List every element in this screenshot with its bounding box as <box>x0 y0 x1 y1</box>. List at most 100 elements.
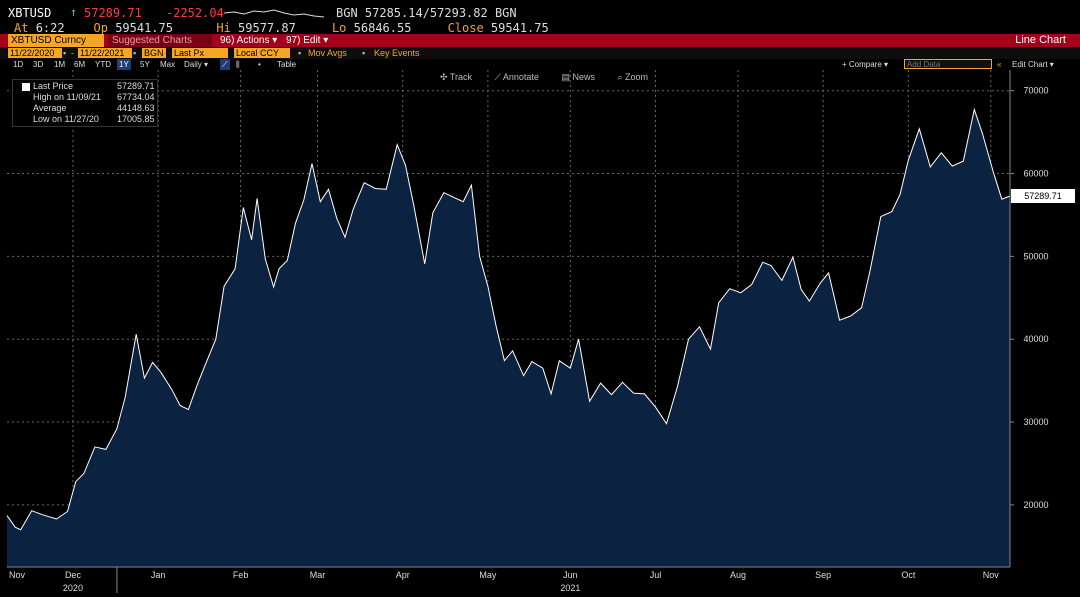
price-chart[interactable]: 20000 30000 40000 50000 60000 70000 Nov Dec Jan… <box>0 70 1080 597</box>
legend-high-label: High on 11/09/21 <box>33 92 101 102</box>
range-5y[interactable]: 5Y <box>140 60 150 69</box>
double-chevron-icon[interactable]: « <box>997 60 1002 69</box>
low-value: 56846.55 <box>353 21 412 35</box>
high-value: 59577.87 <box>238 21 296 35</box>
x-tick-label: Nov <box>983 570 1000 580</box>
start-date-field[interactable]: 11/22/2020 <box>8 48 62 58</box>
x-tick-label: Feb <box>233 570 249 580</box>
chart-style-icon[interactable]: ⫼ <box>236 60 240 69</box>
end-date-field[interactable]: 11/22/2021 <box>78 48 132 58</box>
actions-menu[interactable]: 96) Actions ▾ <box>220 35 278 46</box>
low-label: Lo <box>331 21 347 35</box>
news-label: News <box>572 72 595 82</box>
at-value: 6:22 <box>35 21 65 35</box>
field-selector[interactable]: Last Px <box>172 48 228 58</box>
x-tick-label: Jan <box>151 570 166 580</box>
y-tick-label: 50000 <box>1023 251 1048 261</box>
year-label: 2020 <box>63 583 83 593</box>
annotate-button[interactable]: ⟋ Annotate <box>494 72 539 82</box>
quote-detail-row: At 6:22 Op 59541.75 Hi 59577.87 Lo 56846… <box>14 21 549 35</box>
track-label: Track <box>449 72 473 82</box>
range-6m[interactable]: 6M <box>74 60 86 69</box>
chart-toolbar: ✣ Track ⟋ Annotate ▤ News ⌕ Zoom <box>440 72 668 83</box>
suggested-charts-button[interactable]: Suggested Charts <box>108 34 212 47</box>
open-label: Op <box>93 21 108 35</box>
frequency-dropdown[interactable]: Daily ▾ <box>184 60 209 69</box>
white-swatch-icon <box>22 83 30 91</box>
x-tick-label: Apr <box>396 570 410 580</box>
range-1m[interactable]: 1M <box>54 60 66 69</box>
high-label: Hi <box>216 21 231 35</box>
ticker-symbol: XBTUSD <box>8 6 52 20</box>
legend-last-value: 57289.71 <box>117 81 155 91</box>
x-tick-label: Nov <box>9 570 26 580</box>
x-tick-label: Mar <box>310 570 326 580</box>
add-data-input[interactable] <box>904 59 992 69</box>
close-value: 59541.75 <box>490 21 549 35</box>
legend-average: Average 44148.63 <box>33 103 157 114</box>
price-change: -2252.04 <box>166 6 224 20</box>
checkbox-icon[interactable]: ▪ <box>298 48 302 58</box>
range-1y[interactable]: 1Y <box>117 59 131 70</box>
last-value-marker: 57289.71 <box>1011 188 1075 203</box>
bid-ask-quote: BGN 57285.14/57293.82 BGN <box>336 6 517 20</box>
mov-avgs-toggle[interactable]: Mov Avgs <box>308 48 347 58</box>
open-value: 59541.75 <box>115 21 173 35</box>
track-button[interactable]: ✣ Track <box>440 72 473 82</box>
legend-low-label: Low on 11/27/20 <box>33 114 99 124</box>
compare-button[interactable]: + Compare ▾ <box>842 60 889 69</box>
line-style-icon[interactable]: ⟋ <box>220 59 230 70</box>
x-tick-label: Sep <box>815 570 831 580</box>
legend-last-label: Last Price <box>33 81 74 91</box>
x-tick-label: May <box>479 570 497 580</box>
close-label: Close <box>447 21 484 35</box>
chart-type-title: Line Chart <box>1015 34 1066 46</box>
x-tick-label: Jul <box>650 570 662 580</box>
zoom-button[interactable]: ⌕ Zoom <box>617 72 649 82</box>
annotate-label: Annotate <box>502 72 539 82</box>
legend-last-price[interactable]: Last Price 57289.71 <box>22 81 157 92</box>
title-bar: XBTUSD Curncy Suggested Charts 96) Actio… <box>0 34 1080 47</box>
checkbox-icon[interactable]: ▪ <box>362 48 366 58</box>
table-button[interactable]: Table <box>277 60 297 69</box>
currency-selector[interactable]: Local CCY <box>234 48 290 58</box>
price-area <box>7 109 1010 567</box>
y-tick-label: 20000 <box>1023 500 1048 510</box>
calendar-icon[interactable]: ▪ <box>133 48 137 58</box>
security-field[interactable]: XBTUSD Curncy <box>8 34 104 47</box>
news-button[interactable]: ▤ News <box>561 72 595 82</box>
edit-chart-button[interactable]: Edit Chart ▾ <box>1012 60 1054 69</box>
up-arrow-icon: ↑ <box>70 5 78 19</box>
range-bar: 1D 3D 1M 6M YTD 1Y 5Y Max Daily ▾ ⟋ ⫼ • … <box>0 59 1080 70</box>
date-separator: - <box>71 48 74 58</box>
legend-high-value: 67734.04 <box>117 92 155 102</box>
y-tick-label: 60000 <box>1023 169 1048 179</box>
range-1d[interactable]: 1D <box>13 60 24 69</box>
more-icon[interactable]: • <box>258 60 261 69</box>
range-ytd[interactable]: YTD <box>95 60 111 69</box>
y-tick-label: 40000 <box>1023 334 1048 344</box>
key-events-toggle[interactable]: Key Events <box>374 48 420 58</box>
last-value-box <box>1011 188 1075 203</box>
zoom-label: Zoom <box>625 72 649 82</box>
legend-low-value: 17005.85 <box>117 114 155 124</box>
range-3d[interactable]: 3D <box>33 60 44 69</box>
last-value-label: 57289.71 <box>1024 191 1062 201</box>
y-tick-label: 30000 <box>1023 417 1048 427</box>
y-tick-label: 70000 <box>1023 86 1048 96</box>
price-line <box>6 107 1011 531</box>
calendar-icon[interactable]: ▪ <box>63 48 67 58</box>
last-price: 57289.71 <box>84 6 142 20</box>
legend-avg-value: 44148.63 <box>117 103 155 113</box>
parameter-bar: 11/22/2020 ▪ - 11/22/2021 ▪ BGN Last Px … <box>0 47 1080 59</box>
range-max[interactable]: Max <box>160 60 176 69</box>
edit-menu[interactable]: 97) Edit ▾ <box>286 35 329 46</box>
source-field[interactable]: BGN <box>142 48 166 58</box>
x-tick-label: Aug <box>730 570 746 580</box>
x-tick-label: Dec <box>65 570 82 580</box>
legend-avg-label: Average <box>33 103 67 113</box>
chart-legend: Last Price 57289.71 High on 11/09/21 677… <box>12 79 158 127</box>
y-axis-ticks: 20000 30000 40000 50000 60000 70000 <box>1010 86 1049 510</box>
legend-high: High on 11/09/21 67734.04 <box>33 92 157 103</box>
sparkline <box>224 9 324 18</box>
